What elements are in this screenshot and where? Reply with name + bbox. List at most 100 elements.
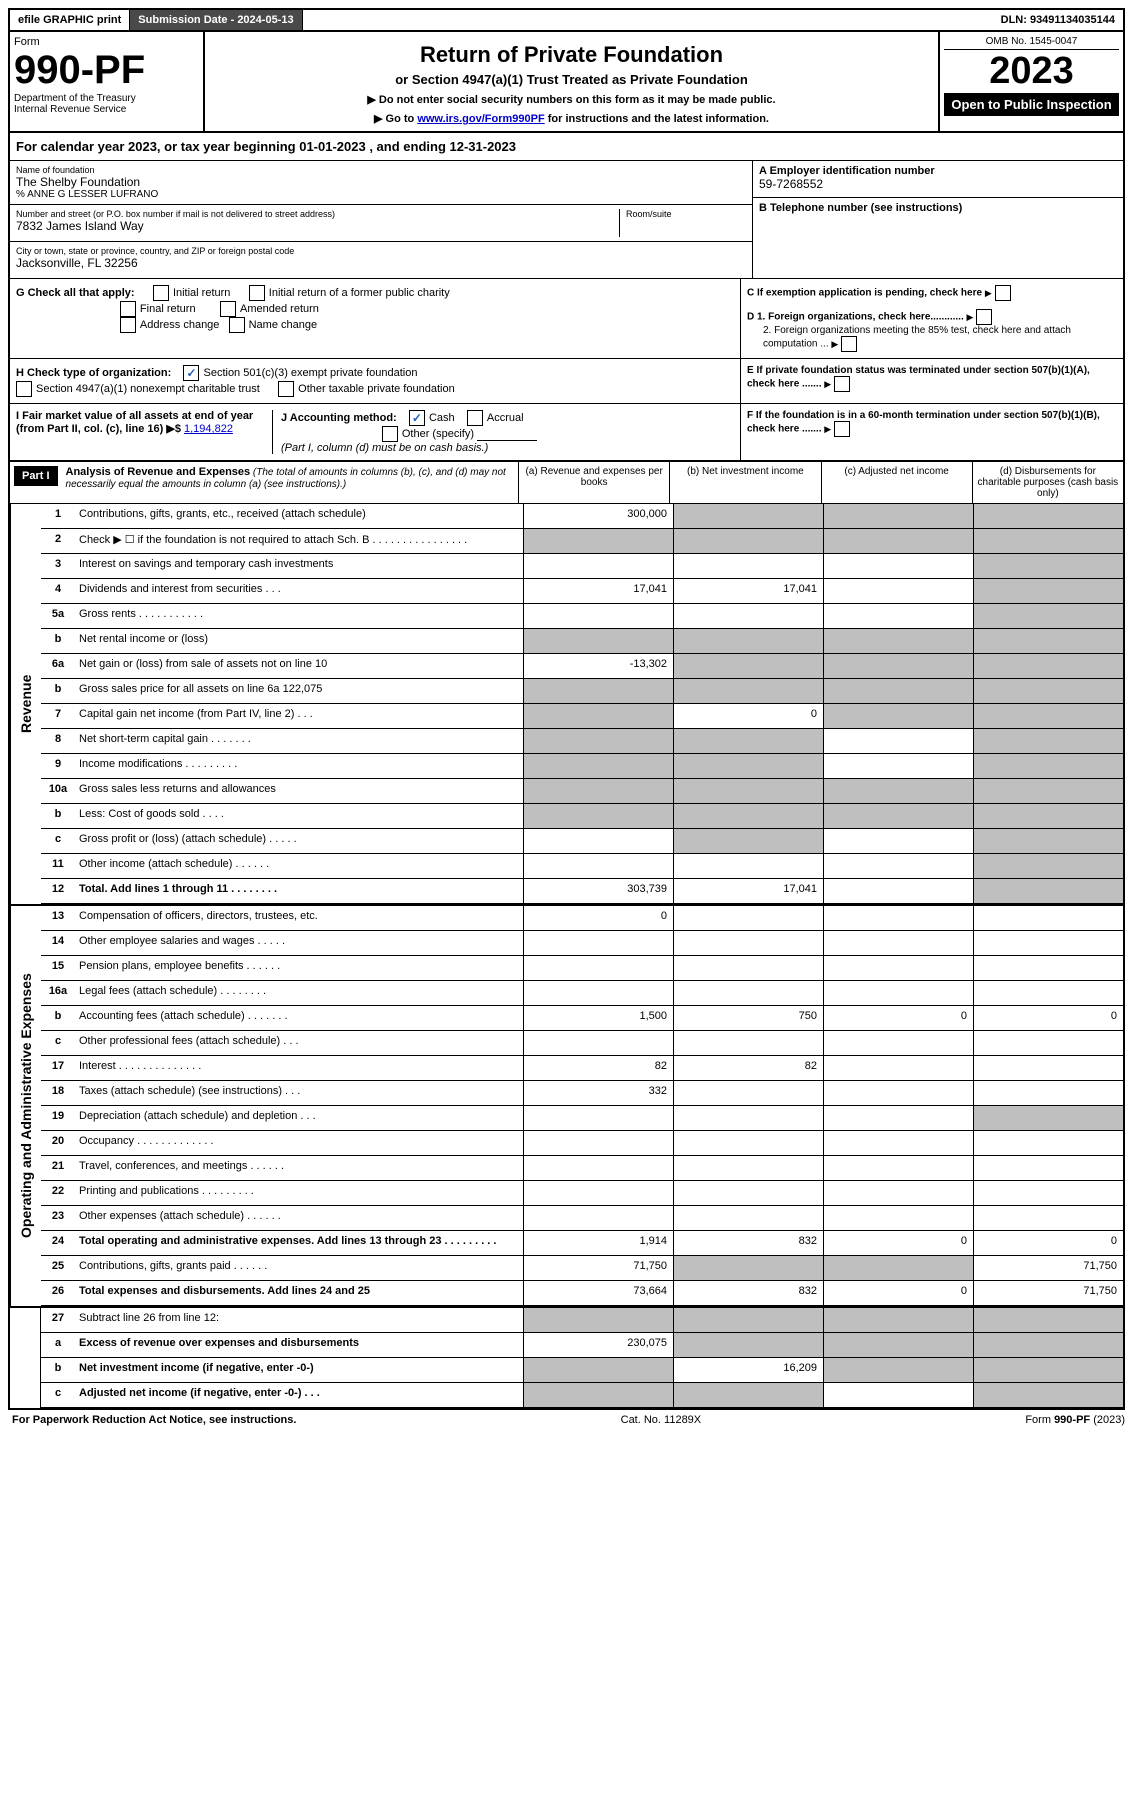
expense-body: 13Compensation of officers, directors, t… xyxy=(41,906,1123,1306)
part1-title-cell: Part I Analysis of Revenue and Expenses … xyxy=(10,462,518,503)
4947-checkbox[interactable] xyxy=(16,381,32,397)
cell-d xyxy=(973,629,1123,653)
row-label: Other employee salaries and wages . . . … xyxy=(75,931,523,955)
initial-return-checkbox[interactable] xyxy=(153,285,169,301)
addr-cell: Number and street (or P.O. box number if… xyxy=(10,205,752,242)
cell-d xyxy=(973,829,1123,853)
accrual-checkbox[interactable] xyxy=(467,410,483,426)
cell-a: 73,664 xyxy=(523,1281,673,1305)
cell-c xyxy=(823,604,973,628)
cell-c xyxy=(823,981,973,1005)
table-row: 23Other expenses (attach schedule) . . .… xyxy=(41,1206,1123,1231)
cell-a xyxy=(523,679,673,703)
row-label: Contributions, gifts, grants, etc., rece… xyxy=(75,504,523,528)
cell-b: 16,209 xyxy=(673,1358,823,1382)
f-checkbox[interactable] xyxy=(834,421,850,437)
row-label: Dividends and interest from securities .… xyxy=(75,579,523,603)
table-row: 18Taxes (attach schedule) (see instructi… xyxy=(41,1081,1123,1106)
addr-change-checkbox[interactable] xyxy=(120,317,136,333)
expense-section: Operating and Administrative Expenses 13… xyxy=(10,904,1123,1306)
table-row: 20Occupancy . . . . . . . . . . . . . xyxy=(41,1131,1123,1156)
col-a-header: (a) Revenue and expenses per books xyxy=(518,462,669,503)
row-number: 26 xyxy=(41,1281,75,1305)
d2-checkbox[interactable] xyxy=(841,336,857,352)
fmv-link[interactable]: 1,194,822 xyxy=(184,423,233,435)
d1-checkbox[interactable] xyxy=(976,309,992,325)
cell-a xyxy=(523,1031,673,1055)
cell-a xyxy=(523,1156,673,1180)
cell-d xyxy=(973,1206,1123,1230)
row-label: Other income (attach schedule) . . . . .… xyxy=(75,854,523,878)
col-b-header: (b) Net investment income xyxy=(669,462,820,503)
final-return-checkbox[interactable] xyxy=(120,301,136,317)
table-row: 21Travel, conferences, and meetings . . … xyxy=(41,1156,1123,1181)
cell-a xyxy=(523,1308,673,1332)
row-label: Interest on savings and temporary cash i… xyxy=(75,554,523,578)
check-ij: I Fair market value of all assets at end… xyxy=(10,404,1123,462)
irs-link[interactable]: www.irs.gov/Form990PF xyxy=(417,113,544,125)
cell-a xyxy=(523,529,673,553)
cell-a: 0 xyxy=(523,906,673,930)
row-label: Compensation of officers, directors, tru… xyxy=(75,906,523,930)
expense-side-label: Operating and Administrative Expenses xyxy=(10,906,41,1306)
table-row: 13Compensation of officers, directors, t… xyxy=(41,906,1123,931)
amended-checkbox[interactable] xyxy=(220,301,236,317)
cell-d xyxy=(973,754,1123,778)
cell-d xyxy=(973,1156,1123,1180)
cell-a xyxy=(523,704,673,728)
cell-a: 71,750 xyxy=(523,1256,673,1280)
row-number: 1 xyxy=(41,504,75,528)
bottom-body: 27Subtract line 26 from line 12:aExcess … xyxy=(41,1308,1123,1408)
cell-a xyxy=(523,1131,673,1155)
initial-former-checkbox[interactable] xyxy=(249,285,265,301)
omb: OMB No. 1545-0047 xyxy=(944,36,1119,50)
header-right: OMB No. 1545-0047 2023 Open to Public In… xyxy=(938,32,1123,131)
cell-a xyxy=(523,754,673,778)
cell-d xyxy=(973,956,1123,980)
cell-b xyxy=(673,504,823,528)
cell-b: 832 xyxy=(673,1231,823,1255)
cash-checkbox[interactable] xyxy=(409,410,425,426)
row-number: 15 xyxy=(41,956,75,980)
h-checks: H Check type of organization: Section 50… xyxy=(10,359,740,403)
other-method-checkbox[interactable] xyxy=(382,426,398,442)
note-ssn: ▶ Do not enter social security numbers o… xyxy=(211,93,932,106)
cell-d xyxy=(973,1181,1123,1205)
revenue-section: Revenue 1Contributions, gifts, grants, e… xyxy=(10,504,1123,904)
row-number: 6a xyxy=(41,654,75,678)
table-row: bAccounting fees (attach schedule) . . .… xyxy=(41,1006,1123,1031)
501c3-checkbox[interactable] xyxy=(183,365,199,381)
cell-c xyxy=(823,1081,973,1105)
row-number: b xyxy=(41,1358,75,1382)
c-checkbox[interactable] xyxy=(995,285,1011,301)
cell-b xyxy=(673,654,823,678)
cell-b xyxy=(673,604,823,628)
cell-d xyxy=(973,1131,1123,1155)
row-number: c xyxy=(41,1383,75,1407)
other-taxable-checkbox[interactable] xyxy=(278,381,294,397)
cell-d xyxy=(973,704,1123,728)
row-label: Total expenses and disbursements. Add li… xyxy=(75,1281,523,1305)
row-label: Gross rents . . . . . . . . . . . xyxy=(75,604,523,628)
row-label: Less: Cost of goods sold . . . . xyxy=(75,804,523,828)
row-label: Adjusted net income (if negative, enter … xyxy=(75,1383,523,1407)
row-number: 11 xyxy=(41,854,75,878)
table-row: 17Interest . . . . . . . . . . . . . .82… xyxy=(41,1056,1123,1081)
cell-b xyxy=(673,1031,823,1055)
table-row: cGross profit or (loss) (attach schedule… xyxy=(41,829,1123,854)
row-label: Other professional fees (attach schedule… xyxy=(75,1031,523,1055)
row-label: Net investment income (if negative, ente… xyxy=(75,1358,523,1382)
e-checkbox[interactable] xyxy=(834,376,850,392)
e-check: E If private foundation status was termi… xyxy=(740,359,1123,403)
row-label: Total operating and administrative expen… xyxy=(75,1231,523,1255)
row-number: 13 xyxy=(41,906,75,930)
cell-b xyxy=(673,1383,823,1407)
name-change-checkbox[interactable] xyxy=(229,317,245,333)
cell-b xyxy=(673,554,823,578)
cell-d xyxy=(973,906,1123,930)
cell-a xyxy=(523,779,673,803)
part1-header: Part I Analysis of Revenue and Expenses … xyxy=(10,462,1123,504)
cell-a: 1,500 xyxy=(523,1006,673,1030)
row-number: a xyxy=(41,1333,75,1357)
cell-a xyxy=(523,729,673,753)
